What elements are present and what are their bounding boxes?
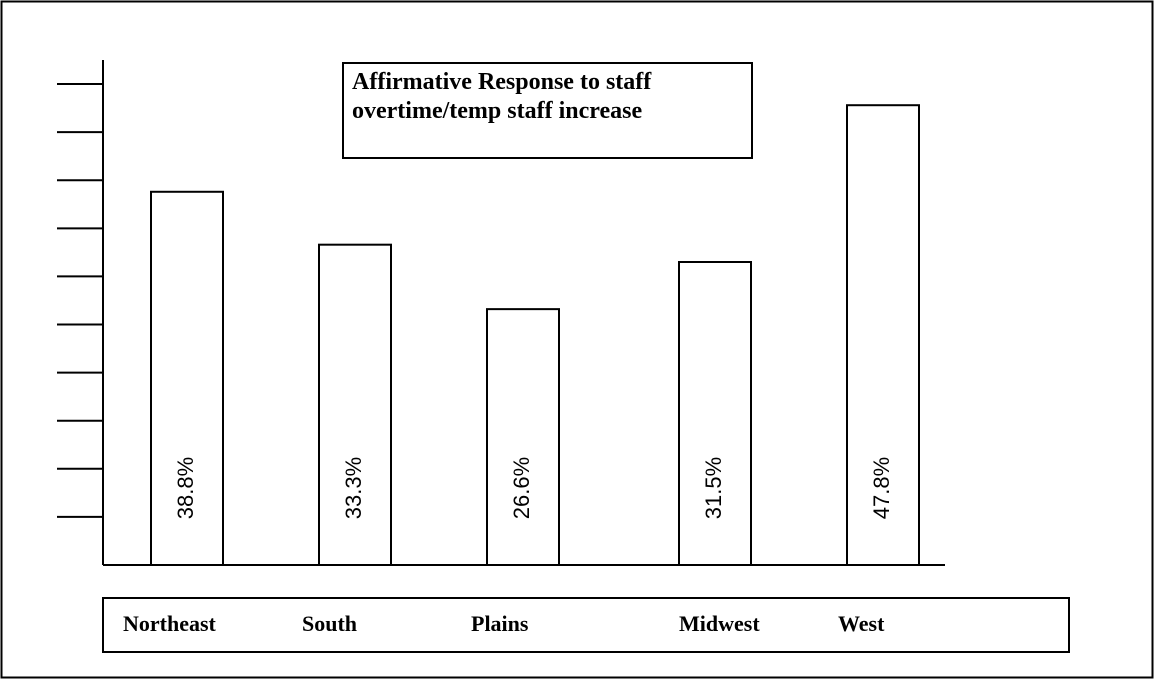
bar [318, 243, 392, 567]
value-label: 31.5% [701, 457, 726, 519]
title-box [342, 62, 753, 159]
x-tick-label: Midwest [679, 611, 760, 636]
value-label: 47.8% [869, 457, 894, 519]
value-label: 38.8% [173, 457, 198, 519]
bar [846, 104, 920, 566]
x-tick-label: Northeast [123, 611, 217, 636]
bar [678, 261, 752, 566]
bar [486, 308, 560, 566]
x-tick-label: Plains [471, 611, 529, 636]
value-label: 26.6% [509, 457, 534, 519]
category-box [102, 597, 1070, 653]
x-tick-label: South [302, 611, 357, 636]
value-label: 33.3% [341, 457, 366, 519]
x-tick-label: West [838, 611, 885, 636]
chart-title: Affirmative Response to staff overtime/t… [352, 69, 652, 124]
bar [150, 190, 224, 566]
